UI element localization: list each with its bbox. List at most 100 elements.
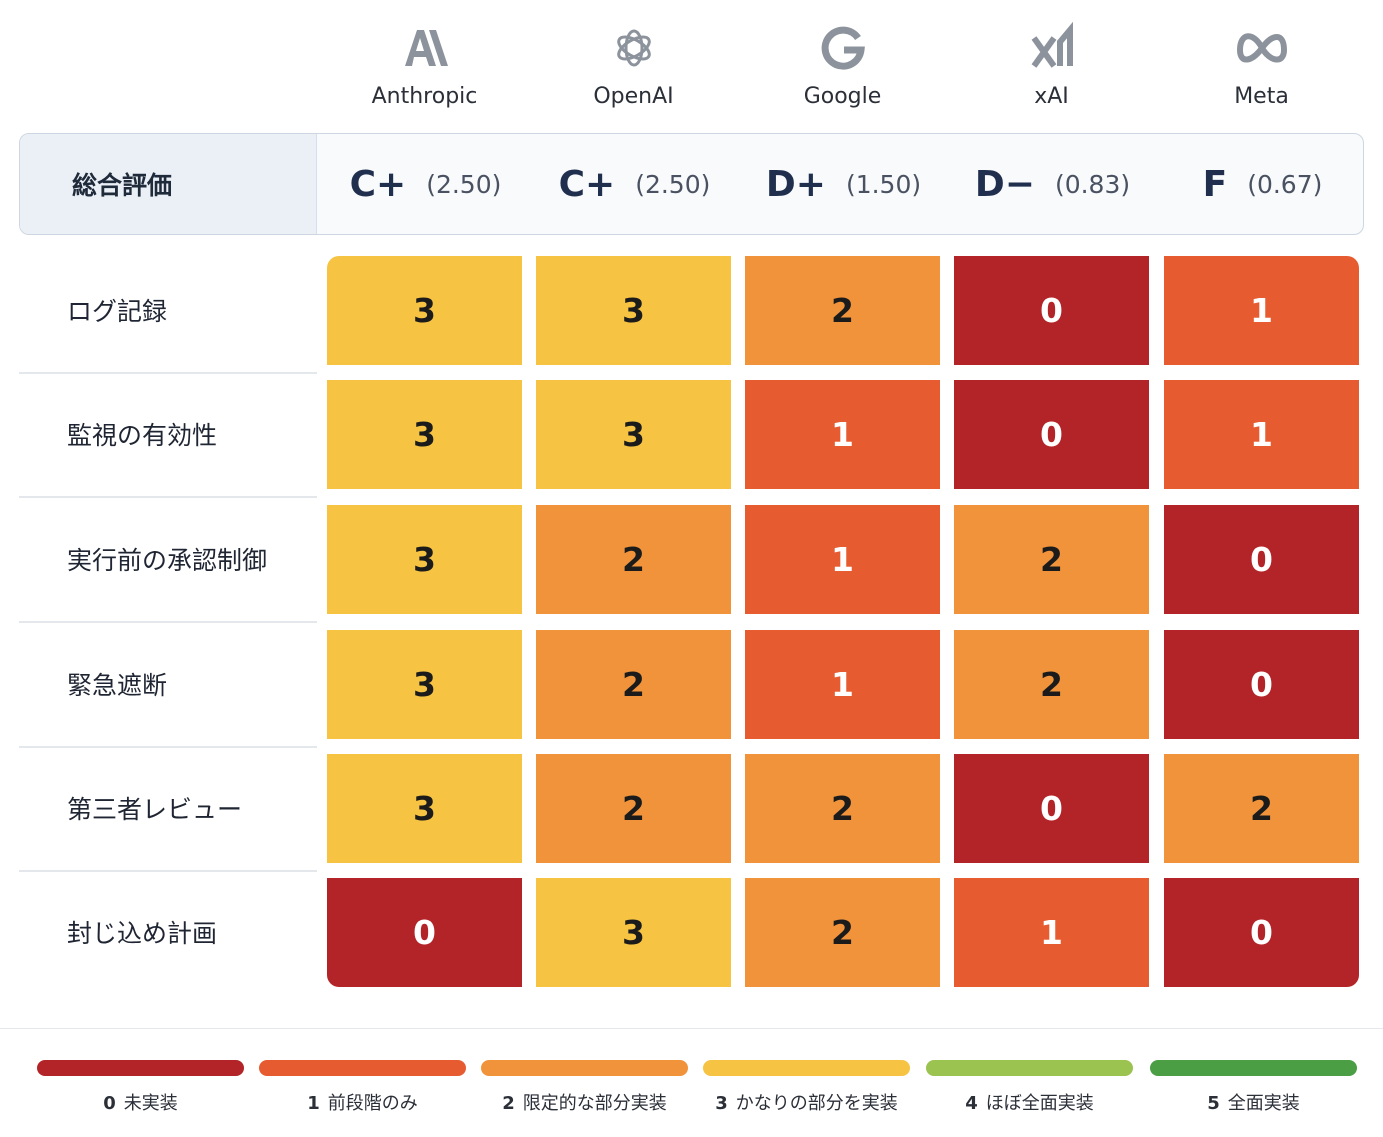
cell-value: 3 [413,415,436,454]
cell-value: 1 [1250,415,1273,454]
heatmap-cell: 2 [954,630,1149,739]
cell-value: 2 [831,291,854,330]
legend-swatch [1150,1060,1357,1076]
legend-label: 5 全面実装 [1150,1089,1357,1115]
row-label: 監視の有効性 [67,421,218,450]
cell-value: 0 [1040,291,1063,330]
legend-swatch [259,1060,466,1076]
overall-grade-xai: D− (0.83) [948,134,1158,234]
legend-label: 4 ほぼ全面実装 [926,1089,1133,1115]
overall-label: 総合評価 [72,171,173,200]
legend-text: 全面実装 [1227,1093,1300,1114]
cell-value: 2 [622,665,645,704]
heatmap-cell: 2 [745,878,940,987]
anthropic-logo-icon [393,20,457,76]
legend-text: 前段階のみ [327,1093,418,1114]
company-anthropic: Anthropic [320,20,530,120]
grade-letter: C+ [349,163,407,205]
legend-value: 4 [965,1093,978,1114]
cell-value: 3 [622,291,645,330]
cell-value: 0 [1250,540,1273,579]
overall-grade-openai: C+ (2.50) [530,134,740,234]
grade-score: (1.50) [845,169,922,199]
row-divider [19,870,317,872]
legend-item: 2 限定的な部分実装 [481,1060,688,1115]
legend-label: 3 かなりの部分を実装 [703,1089,910,1115]
heatmap-cell: 2 [1164,754,1359,863]
grade-score: (2.50) [426,169,502,199]
company-xai: xAI [947,20,1157,120]
legend-value: 2 [502,1093,515,1114]
legend-text: かなりの部分を実装 [735,1093,898,1114]
overall-grade-bar: 総合評価 C+ (2.50) C+ (2.50) D+ (1.50) D− (0.83) F (0… [19,133,1364,235]
legend-swatch [703,1060,910,1076]
grade-score: (0.67) [1247,169,1323,199]
heatmap-cell: 2 [954,505,1149,614]
company-name: OpenAI [593,84,674,109]
heatmap-cell: 3 [536,878,731,987]
row-divider [19,746,317,748]
overall-grade-meta: F (0.67) [1158,134,1364,234]
meta-logo-icon [1230,20,1294,76]
heatmap-cell: 3 [327,754,522,863]
cell-value: 1 [831,415,854,454]
legend-text: 限定的な部分実装 [522,1093,667,1114]
company-name: Anthropic [371,84,478,109]
heatmap-cell: 3 [327,256,522,365]
legend-swatch [481,1060,688,1076]
cell-value: 0 [1250,913,1273,952]
heatmap-cell: 1 [1164,256,1359,365]
legend-text: ほぼ全面実装 [985,1093,1094,1114]
grade-letter: C+ [558,163,616,205]
heatmap-cell: 2 [536,754,731,863]
cell-value: 3 [622,415,645,454]
legend-label: 0 未実装 [37,1089,244,1115]
overall-label-cell: 総合評価 [20,134,317,234]
cell-value: 1 [831,540,854,579]
heatmap-cell: 3 [327,630,522,739]
legend-item: 5 全面実装 [1150,1060,1357,1115]
google-logo-icon [811,20,875,76]
cell-value: 3 [413,540,436,579]
row-divider [19,621,317,623]
heatmap-cell: 0 [954,380,1149,489]
company-name: Meta [1234,84,1289,109]
legend-item: 4 ほぼ全面実装 [926,1060,1133,1115]
cell-value: 1 [831,665,854,704]
legend-label: 2 限定的な部分実装 [481,1089,688,1115]
company-google: Google [738,20,948,120]
cell-value: 1 [1250,291,1273,330]
heatmap-cell: 2 [745,754,940,863]
grade-score: (0.83) [1054,169,1131,199]
legend-value: 3 [715,1093,728,1114]
cell-value: 2 [831,789,854,828]
heatmap-cell: 3 [327,380,522,489]
row-label: 実行前の承認制御 [67,546,268,575]
company-meta: Meta [1157,20,1367,120]
cell-value: 0 [1040,415,1063,454]
company-name: Google [803,84,882,109]
cell-value: 3 [413,665,436,704]
row-label: 封じ込め計画 [67,919,218,948]
overall-grade-google: D+ (1.50) [739,134,949,234]
openai-logo-icon [602,20,666,76]
heatmap-cell: 1 [745,630,940,739]
legend-swatch [37,1060,244,1076]
legend-value: 1 [307,1093,320,1114]
cell-value: 2 [622,540,645,579]
cell-value: 2 [831,913,854,952]
row-label: ログ記録 [67,297,168,326]
overall-grade-anthropic: C+ (2.50) [321,134,531,234]
heatmap-cell: 3 [536,256,731,365]
cell-value: 0 [1250,665,1273,704]
grade-letter: F [1202,163,1228,205]
legend-text: 未実装 [123,1093,178,1114]
grade-letter: D+ [765,163,826,205]
cell-value: 3 [413,789,436,828]
legend-item: 0 未実装 [37,1060,244,1115]
cell-value: 2 [1250,789,1273,828]
legend-value: 0 [103,1093,116,1114]
cell-value: 2 [1040,665,1063,704]
row-divider [19,496,317,498]
